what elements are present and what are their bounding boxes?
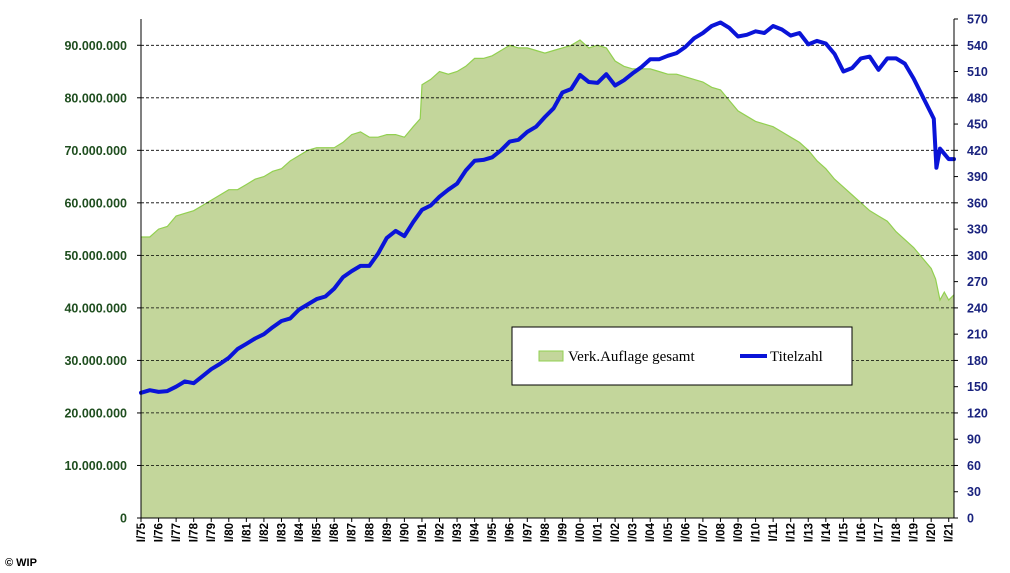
area-fill xyxy=(141,40,954,518)
right-tick-label: 360 xyxy=(967,196,988,210)
right-tick-label: 330 xyxy=(967,223,988,237)
right-tick-label: 0 xyxy=(967,512,974,526)
legend-swatch-area xyxy=(538,350,564,362)
x-tick-label: I/00 xyxy=(575,523,587,542)
left-tick-label: 30.000.000 xyxy=(64,354,127,368)
x-tick-label: I/12 xyxy=(786,523,798,542)
right-tick-label: 120 xyxy=(967,406,988,420)
x-tick-label: I/81 xyxy=(241,522,253,542)
right-tick-label: 60 xyxy=(967,459,981,473)
x-tick-label: I/84 xyxy=(294,522,306,542)
x-tick-label: I/02 xyxy=(610,523,622,542)
x-tick-label: I/09 xyxy=(733,523,745,542)
x-tick-label: I/79 xyxy=(206,523,218,542)
x-tick-label: I/86 xyxy=(329,523,341,542)
x-tick-label: I/16 xyxy=(856,523,868,542)
legend-box xyxy=(511,326,853,386)
x-tick-label: I/98 xyxy=(540,522,552,542)
left-tick-label: 90.000.000 xyxy=(64,39,127,53)
x-tick-label: I/21 xyxy=(944,522,956,542)
line-series xyxy=(139,20,956,395)
left-tick-label: 70.000.000 xyxy=(64,144,127,158)
x-tick-label: I/11 xyxy=(768,522,780,541)
x-tick-label: I/89 xyxy=(382,523,394,542)
left-tick-label: 80.000.000 xyxy=(64,91,127,105)
x-tick-label: I/01 xyxy=(593,522,605,542)
x-tick-label: I/76 xyxy=(154,523,166,542)
area-edge xyxy=(141,39,955,302)
titelzahl-line xyxy=(139,20,956,395)
right-tick-label: 420 xyxy=(967,144,988,158)
x-tick-label: I/78 xyxy=(189,522,201,542)
copyright-label: © WIP xyxy=(5,557,37,569)
left-tick-label: 50.000.000 xyxy=(64,249,127,263)
right-tick-label: 300 xyxy=(967,249,988,263)
x-tick-label: I/08 xyxy=(716,522,728,542)
x-tick-label: I/99 xyxy=(557,523,569,542)
right-tick-label: 510 xyxy=(967,65,988,79)
x-tick-label: I/88 xyxy=(364,522,376,542)
right-tick-label: 270 xyxy=(967,275,988,289)
x-tick-label: I/93 xyxy=(452,523,464,542)
x-tick-label: I/80 xyxy=(224,523,236,542)
x-tick-label: I/10 xyxy=(751,523,763,542)
x-tick-label: I/14 xyxy=(821,522,833,542)
x-tick-label: I/96 xyxy=(505,523,517,542)
right-axis-ticks: 0 30 60 90 120 150 180 210 240 270 300 330 360 390 420… xyxy=(954,13,988,526)
x-tick-label: I/06 xyxy=(680,523,692,542)
right-tick-label: 150 xyxy=(967,380,988,394)
x-tick-label: I/15 xyxy=(838,522,850,542)
area-series xyxy=(141,39,955,518)
x-tick-label: I/90 xyxy=(399,523,411,542)
x-tick-label: I/85 xyxy=(312,522,324,542)
legend-label-line: Titelzahl xyxy=(770,349,823,365)
x-tick-label: I/94 xyxy=(470,522,482,542)
left-tick-label: 60.000.000 xyxy=(64,196,127,210)
x-tick-label: I/95 xyxy=(487,522,499,542)
left-tick-label: 40.000.000 xyxy=(64,301,127,315)
right-tick-label: 570 xyxy=(967,13,988,27)
x-tick-label: I/83 xyxy=(277,523,289,542)
right-tick-label: 90 xyxy=(967,433,981,447)
x-tick-label: I/92 xyxy=(435,523,447,542)
right-tick-label: 450 xyxy=(967,118,988,132)
right-tick-label: 30 xyxy=(967,485,981,499)
x-tick-label: I/17 xyxy=(874,523,886,542)
x-tick-label: I/75 xyxy=(136,522,148,542)
x-tick-label: I/07 xyxy=(698,523,710,542)
left-axis-ticks: 0 10.000.000 20.000.000 30.000.000 40.000.00… xyxy=(64,39,141,526)
axes xyxy=(140,19,955,519)
right-tick-label: 180 xyxy=(967,354,988,368)
right-tick-label: 540 xyxy=(967,39,988,53)
x-tick-label: I/91 xyxy=(417,522,429,542)
legend: Verk.Auflage gesamt Titelzahl xyxy=(511,326,853,386)
x-tick-label: I/13 xyxy=(803,523,815,542)
x-axis-ticks: I/75 I/76 I/77 I/78 I/79 I/80 I/81 I/82 I/83 I/84… xyxy=(136,518,956,542)
right-tick-label: 390 xyxy=(967,170,988,184)
right-tick-label: 210 xyxy=(967,328,988,342)
left-tick-label: 20.000.000 xyxy=(64,406,127,420)
right-tick-label: 240 xyxy=(967,301,988,315)
x-tick-label: I/77 xyxy=(171,523,183,542)
x-tick-label: I/20 xyxy=(926,523,938,542)
left-tick-label: 10.000.000 xyxy=(64,459,127,473)
legend-label-area: Verk.Auflage gesamt xyxy=(568,349,695,365)
x-tick-label: I/97 xyxy=(522,523,534,542)
x-tick-label: I/18 xyxy=(891,522,903,542)
left-tick-label: 0 xyxy=(120,512,127,526)
x-tick-label: I/03 xyxy=(628,523,640,542)
x-tick-label: I/04 xyxy=(645,522,657,542)
x-tick-label: I/19 xyxy=(909,523,921,542)
x-tick-label: I/05 xyxy=(663,522,675,542)
x-tick-label: I/87 xyxy=(347,523,359,542)
right-tick-label: 480 xyxy=(967,91,988,105)
x-tick-label: I/82 xyxy=(259,523,271,542)
